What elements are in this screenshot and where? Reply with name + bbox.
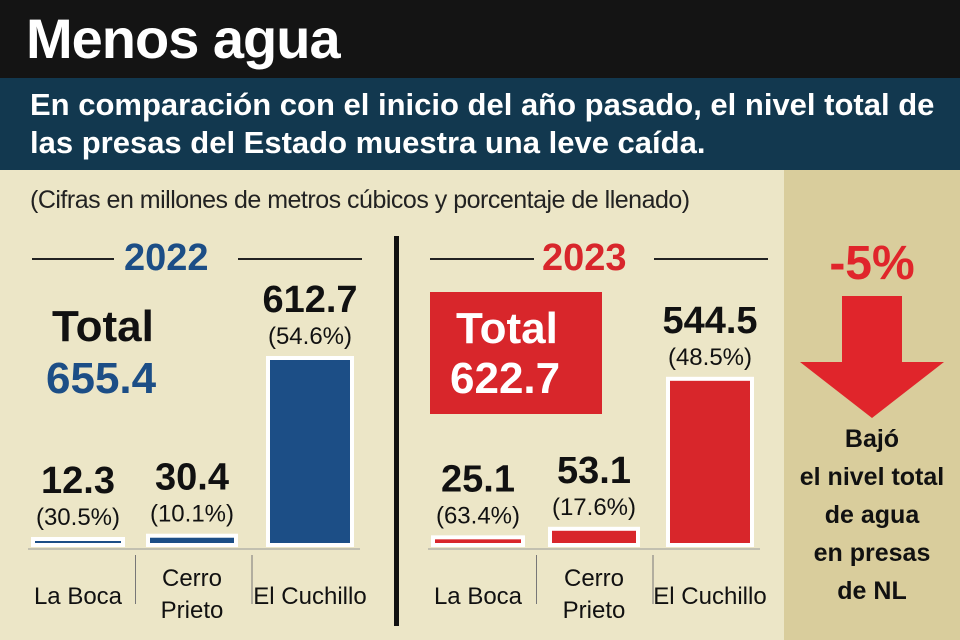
bar-category-label: La Boca (34, 583, 123, 610)
bar-category-label: La Boca (434, 583, 523, 610)
bar (666, 376, 754, 548)
year-2023-line-right (654, 258, 768, 260)
bar-value-label: 53.1 (557, 450, 631, 492)
bar (31, 537, 125, 547)
summary-caption-line: en presas (813, 539, 931, 567)
bar (431, 535, 525, 547)
bar (146, 533, 238, 548)
change-percent: -5% (829, 237, 915, 290)
bar-value-label: 612.7 (262, 279, 357, 321)
bar-value-label: 25.1 (441, 458, 515, 500)
bar-percent-label: (63.4%) (436, 502, 520, 529)
total-2023-value: 622.7 (450, 354, 561, 403)
down-arrow-icon (800, 296, 944, 418)
bar-category-label: El Cuchillo (653, 583, 766, 610)
panel-divider (394, 236, 399, 626)
title-bar: Menos agua (0, 0, 960, 78)
total-2022-word: Total (52, 302, 154, 351)
bar-category-label: Prieto (161, 597, 224, 624)
bar-percent-label: (54.6%) (268, 323, 352, 350)
year-2022-label: 2022 (124, 237, 209, 279)
summary-caption-line: Bajó (844, 425, 900, 453)
bar-category-label: Cerro (564, 565, 624, 592)
bar-value-label: 30.4 (155, 457, 229, 499)
summary-caption: Bajó el nivel total de agua en presas de… (784, 420, 960, 610)
bar-percent-label: (30.5%) (36, 504, 120, 531)
page-title: Menos agua (26, 7, 341, 70)
units-note: (Cifras en millones de metros cúbicos y … (30, 186, 690, 214)
bar-value-label: 12.3 (41, 460, 115, 502)
bar-category-label: El Cuchillo (253, 583, 366, 610)
bar-value-label: 544.5 (662, 300, 757, 342)
total-2022-value: 655.4 (46, 354, 157, 403)
year-2023-line-left (430, 258, 534, 260)
year-2022-line-left (32, 258, 114, 260)
year-2022-line-right (238, 258, 362, 260)
bar-percent-label: (10.1%) (150, 501, 234, 528)
summary-caption-line: de NL (837, 577, 907, 605)
subtitle-bar: En comparación con el inicio del año pas… (0, 78, 960, 170)
bar (266, 356, 354, 547)
bar-category-label: Prieto (563, 597, 626, 624)
total-2023-word: Total (456, 304, 558, 353)
bar-percent-label: (17.6%) (552, 494, 636, 521)
summary-caption-line: de agua (824, 501, 920, 529)
year-2023-label: 2023 (542, 237, 627, 279)
total-2023-box (430, 292, 602, 414)
bar-category-label: Cerro (162, 565, 222, 592)
bar-percent-label: (48.5%) (668, 344, 752, 371)
summary-caption-line: el nivel total (799, 463, 945, 491)
page-subtitle: En comparación con el inicio del año pas… (30, 87, 935, 160)
bar (548, 526, 640, 547)
